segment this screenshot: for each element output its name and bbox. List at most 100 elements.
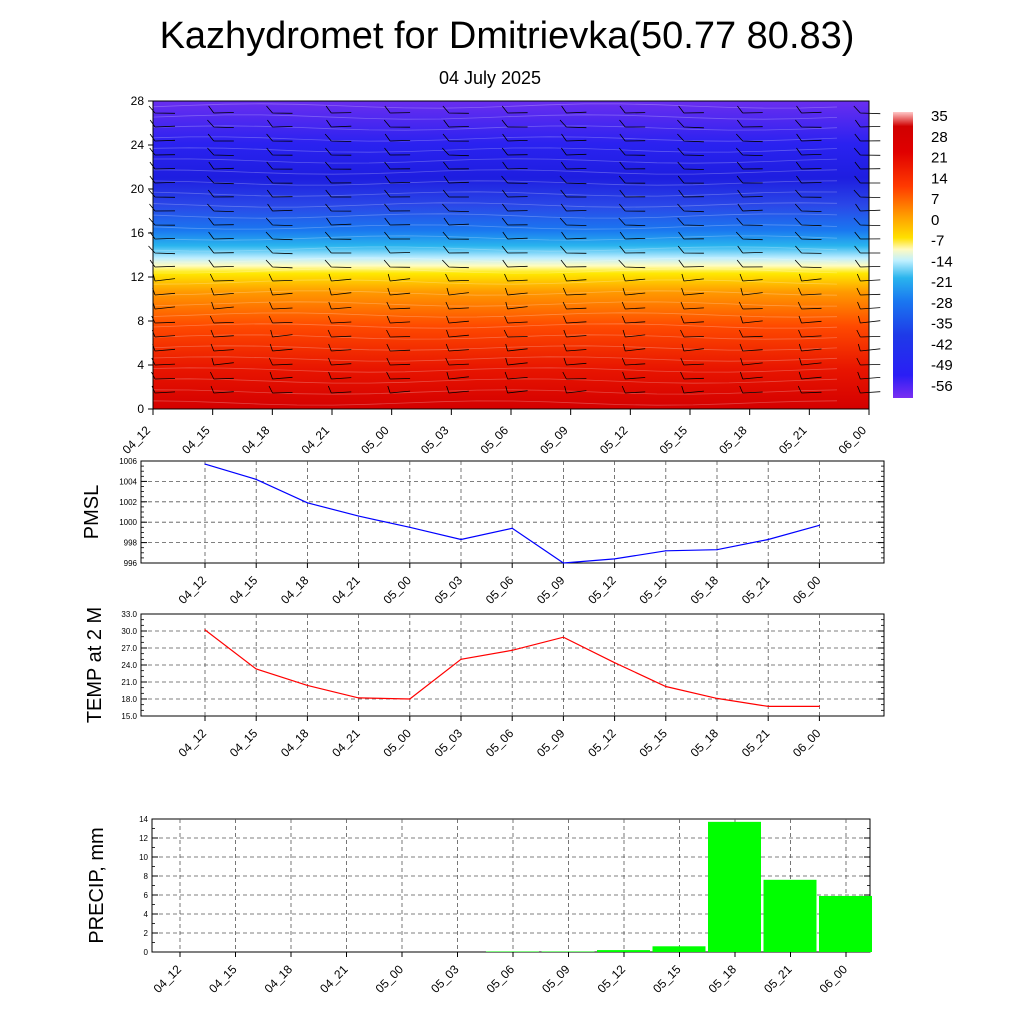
- wind-barb: [564, 385, 587, 394]
- contour-line: [152, 169, 838, 175]
- y-tick-label: 1006: [119, 457, 137, 466]
- wind-barb: [854, 133, 881, 142]
- wind-barb: [502, 161, 528, 170]
- contour-line: [152, 268, 838, 274]
- precip-panel: 14 12 10 8 6 4 2 004_12 04_15 04_18 04_21 05_00 05_0…: [86, 815, 872, 996]
- wind-barb: [798, 343, 822, 352]
- wind-barb: [384, 161, 411, 170]
- wind-barb: [740, 287, 763, 296]
- temp-point: [306, 684, 308, 687]
- y-tick-label: 1004: [119, 477, 137, 486]
- colorbar-label: -42: [931, 336, 953, 353]
- contour-line: [152, 158, 838, 164]
- temp-panel: 33.0 30.0 27.0 24.0 21.0 18.0 15.0 04_12 04_15 04…: [84, 607, 885, 760]
- wind-barb: [384, 231, 411, 240]
- wind-barb: [736, 147, 763, 156]
- colorbar-label: -28: [931, 295, 953, 312]
- y-tick-label: 21.0: [121, 678, 137, 687]
- temp-point: [818, 705, 821, 707]
- x-tick-label: 05_18: [688, 726, 722, 760]
- colorbar-label: 14: [931, 170, 948, 187]
- colorbar-label: -49: [931, 357, 953, 374]
- wind-barb: [269, 301, 293, 310]
- wind-barb: [563, 315, 587, 324]
- precip-bar: [763, 879, 817, 952]
- temp-point: [614, 662, 616, 664]
- wind-barb: [621, 385, 646, 394]
- colorbar-label: 35: [931, 108, 948, 125]
- y-tick-label: 18.0: [121, 695, 137, 704]
- wind-barb: [502, 133, 528, 142]
- wind-barb: [735, 231, 763, 241]
- x-tick-label: 05_09: [539, 962, 573, 996]
- wind-barb: [562, 287, 587, 296]
- wind-barb: [794, 231, 822, 240]
- wind-barb: [622, 329, 646, 338]
- x-tick-label: 05_12: [585, 726, 619, 760]
- wind-barb: [386, 301, 411, 310]
- y-tick-label: 12: [139, 834, 148, 843]
- y-tick-label: 2: [144, 929, 149, 938]
- contour-line: [152, 191, 838, 197]
- wind-barb: [503, 329, 528, 338]
- wind-barb: [327, 329, 352, 338]
- x-tick-label: 05_12: [585, 573, 619, 607]
- wind-barb: [853, 189, 881, 198]
- contour-line: [152, 378, 838, 384]
- x-tick-label: 04_18: [239, 423, 273, 457]
- x-tick-label: 05_03: [432, 726, 466, 760]
- temp-point: [460, 658, 462, 660]
- y-tick-label: 1000: [119, 518, 137, 527]
- pmsl-point: [716, 549, 718, 551]
- y-tick-label: 20: [131, 182, 145, 196]
- wind-barb: [796, 175, 822, 184]
- wind-barb: [384, 147, 411, 156]
- wind-barb: [618, 259, 646, 269]
- wind-barb: [208, 105, 234, 114]
- wind-barb: [622, 371, 646, 380]
- wind-barb: [325, 189, 352, 198]
- x-tick-label: 04_15: [227, 726, 261, 760]
- wind-barb: [442, 147, 469, 157]
- wind-barb: [856, 357, 881, 366]
- wind-barb: [386, 357, 411, 366]
- wind-barb: [561, 133, 587, 142]
- wind-barb: [621, 315, 646, 324]
- wind-barb: [384, 189, 411, 198]
- wind-barb: [796, 133, 822, 142]
- contour-line: [152, 301, 837, 307]
- wind-barb: [501, 217, 528, 226]
- pmsl-point: [409, 526, 411, 528]
- contour-line: [152, 136, 838, 142]
- wind-barb: [384, 217, 411, 226]
- wind-barb: [561, 105, 587, 114]
- wind-barb: [149, 161, 176, 170]
- x-tick-label: 04_21: [329, 726, 363, 760]
- wind-barb: [680, 357, 704, 366]
- pmsl-point: [665, 550, 667, 552]
- wind-barb: [621, 357, 646, 366]
- wind-barb: [325, 203, 352, 212]
- wind-barb: [857, 371, 881, 380]
- wind-barb: [211, 357, 234, 366]
- wind-barb: [384, 203, 411, 212]
- x-tick-label: 05_00: [358, 423, 392, 457]
- wind-barb: [794, 217, 822, 227]
- wind-barb: [560, 203, 587, 212]
- wind-barb: [739, 329, 763, 338]
- wind-barb: [678, 259, 704, 268]
- wind-barb: [443, 217, 469, 226]
- pmsl-point: [204, 463, 206, 465]
- wind-barb: [442, 231, 469, 240]
- temp-point: [665, 685, 667, 688]
- contour-line: [152, 312, 838, 318]
- wind-barb: [853, 147, 881, 156]
- x-tick-label: 05_06: [478, 423, 512, 457]
- x-tick-label: 04_21: [299, 423, 333, 457]
- contour-line: [152, 103, 838, 109]
- wind-barb: [443, 119, 469, 128]
- wind-barb: [622, 273, 646, 282]
- wind-barb: [206, 175, 234, 185]
- y-tick-label: 4: [137, 358, 144, 372]
- y-tick-label: 28: [131, 94, 145, 108]
